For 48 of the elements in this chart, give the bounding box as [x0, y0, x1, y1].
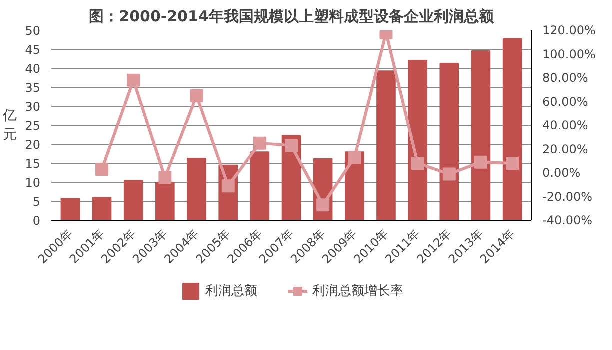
y2-tick-label: -20.00%: [542, 190, 593, 204]
point: [127, 74, 140, 87]
y-tick-label: 25: [25, 119, 41, 133]
bar: [60, 198, 80, 220]
y2-tick-label: 20.00%: [542, 142, 588, 156]
bar: [408, 60, 428, 220]
y-tick-label: 5: [32, 195, 41, 209]
bar: [376, 70, 396, 220]
y-tick-label: 30: [25, 100, 41, 114]
y2-tick-label: 40.00%: [542, 118, 588, 132]
y2-tick-label: 80.00%: [542, 71, 588, 85]
y-tick-label: 45: [25, 43, 41, 57]
y2-tick-label: 0.00%: [542, 166, 581, 180]
legend-label: 利润总额增长率: [312, 283, 404, 300]
y-tick-label: 50: [25, 24, 41, 38]
y-axis-title: 亿元: [2, 108, 18, 144]
point: [411, 157, 424, 170]
point: [253, 136, 266, 150]
y2-tick-label: 120.00%: [542, 24, 596, 38]
y2-tick-label: 100.00%: [542, 47, 596, 62]
bar: [187, 158, 206, 220]
point: [158, 171, 172, 184]
legend-label: 利润总额: [206, 283, 258, 300]
y2-tick-label: -40.00%: [542, 214, 593, 228]
y-tick-label: 35: [25, 81, 41, 95]
bar: [502, 38, 522, 220]
bar: [156, 182, 175, 220]
y2-tick-label: 60.00%: [542, 94, 588, 109]
bar: [124, 180, 144, 220]
point: [506, 157, 520, 170]
chart-title: 图：2000-2014年我国规模以上塑料成型设备企业利润总额: [89, 8, 495, 26]
y-tick-label: 40: [25, 62, 41, 76]
y-tick-label: 20: [25, 138, 41, 152]
point: [316, 198, 330, 212]
point: [190, 89, 204, 102]
y-tick-label: 0: [32, 214, 41, 228]
bar: [92, 197, 112, 220]
point: [442, 168, 456, 181]
bar: [440, 63, 460, 220]
point: [96, 162, 109, 176]
y-tick-label: 15: [25, 157, 41, 171]
point: [348, 151, 362, 164]
point: [474, 156, 488, 169]
y-tick-label: 10: [25, 176, 41, 190]
bar: [250, 152, 270, 220]
bar: [471, 50, 491, 220]
point: [222, 180, 235, 193]
point: [285, 139, 298, 152]
